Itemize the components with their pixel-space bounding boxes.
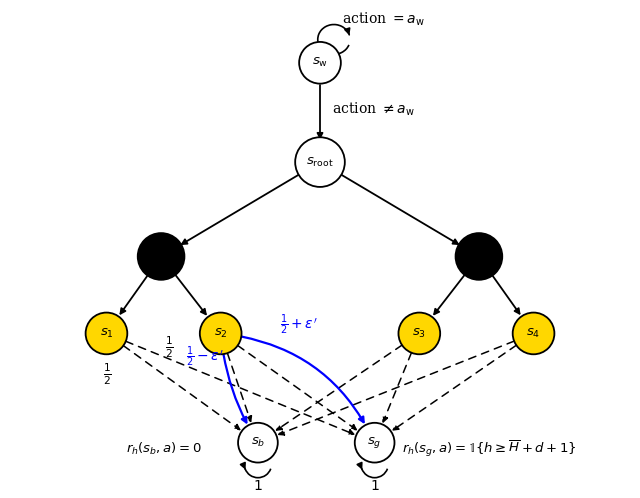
- FancyArrowPatch shape: [175, 274, 206, 314]
- FancyArrowPatch shape: [227, 353, 252, 421]
- FancyArrowPatch shape: [120, 274, 148, 314]
- Ellipse shape: [138, 233, 184, 280]
- Text: $s_b$: $s_b$: [251, 436, 265, 449]
- Text: $r_h(s_g,a)=\mathbb{1}\{h\geq\overline{H}+d+1\}$: $r_h(s_g,a)=\mathbb{1}\{h\geq\overline{H…: [402, 439, 577, 459]
- FancyArrowPatch shape: [124, 346, 239, 429]
- Text: $1$: $1$: [370, 480, 380, 494]
- Text: $s_g$: $s_g$: [367, 435, 382, 450]
- Text: action $\neq a_\mathrm{w}$: action $\neq a_\mathrm{w}$: [332, 100, 415, 118]
- Ellipse shape: [238, 423, 278, 463]
- Text: $1$: $1$: [253, 480, 263, 494]
- Ellipse shape: [86, 313, 127, 354]
- Text: $s_\mathrm{w}$: $s_\mathrm{w}$: [312, 56, 328, 69]
- FancyArrowPatch shape: [317, 85, 323, 138]
- Text: $\frac{1}{2}-\varepsilon'$: $\frac{1}{2}-\varepsilon'$: [186, 345, 223, 370]
- Text: $s_2$: $s_2$: [214, 327, 228, 340]
- FancyArrowPatch shape: [125, 341, 354, 435]
- Ellipse shape: [456, 233, 502, 280]
- Text: $s_1$: $s_1$: [99, 327, 113, 340]
- FancyArrowPatch shape: [339, 173, 458, 244]
- Ellipse shape: [355, 423, 394, 463]
- Ellipse shape: [299, 42, 341, 84]
- Ellipse shape: [399, 313, 440, 354]
- FancyArrowPatch shape: [492, 274, 520, 314]
- Text: $\frac{1}{2}$: $\frac{1}{2}$: [164, 335, 173, 360]
- FancyArrowPatch shape: [182, 173, 301, 244]
- FancyArrowPatch shape: [223, 354, 246, 422]
- FancyArrowPatch shape: [276, 345, 402, 430]
- FancyArrowPatch shape: [237, 346, 356, 430]
- Text: $s_\mathrm{root}$: $s_\mathrm{root}$: [306, 155, 334, 169]
- Text: $s_4$: $s_4$: [527, 327, 541, 340]
- Ellipse shape: [513, 313, 554, 354]
- Ellipse shape: [200, 313, 241, 354]
- FancyArrowPatch shape: [434, 274, 465, 314]
- FancyArrowPatch shape: [279, 341, 514, 435]
- Text: $r_h(s_b,a)=0$: $r_h(s_b,a)=0$: [125, 441, 202, 457]
- Text: $\frac{1}{2}+\varepsilon'$: $\frac{1}{2}+\varepsilon'$: [280, 312, 318, 337]
- FancyArrowPatch shape: [241, 337, 364, 422]
- Text: action $= a_\mathrm{w}$: action $= a_\mathrm{w}$: [342, 11, 425, 28]
- Text: $s_3$: $s_3$: [412, 327, 426, 340]
- Ellipse shape: [295, 137, 345, 187]
- FancyArrowPatch shape: [393, 345, 516, 430]
- FancyArrowPatch shape: [383, 353, 412, 422]
- Text: $\frac{1}{2}$: $\frac{1}{2}$: [103, 362, 112, 387]
